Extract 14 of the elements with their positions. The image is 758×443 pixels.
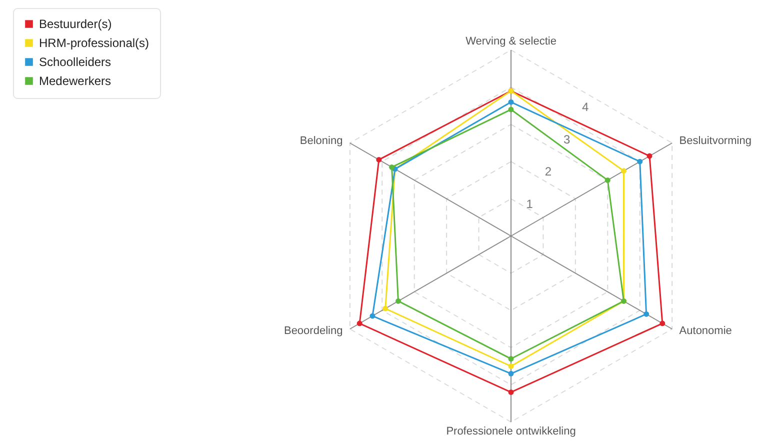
- spoke-label: Werving & selectie: [466, 35, 556, 48]
- y-tick-label: 1: [526, 196, 534, 211]
- legend-label: Medewerkers: [39, 74, 112, 88]
- spoke-label: Beloning: [300, 135, 343, 148]
- spoke-label: Besluitvorming: [679, 135, 752, 148]
- y-tick-label: 2: [544, 164, 552, 179]
- legend-label: HRM-professional(s): [39, 36, 150, 50]
- spoke-label: Beoordeling: [284, 324, 343, 337]
- y-tick-label: 4: [582, 100, 590, 114]
- legend-label: Schoolleiders: [39, 55, 112, 69]
- spoke-label: Autonomie: [679, 324, 732, 337]
- spoke-label: Professionele ontwikkeling: [446, 426, 576, 438]
- y-tick-label: 3: [563, 132, 570, 146]
- legend-label: Bestuurder(s): [39, 17, 112, 31]
